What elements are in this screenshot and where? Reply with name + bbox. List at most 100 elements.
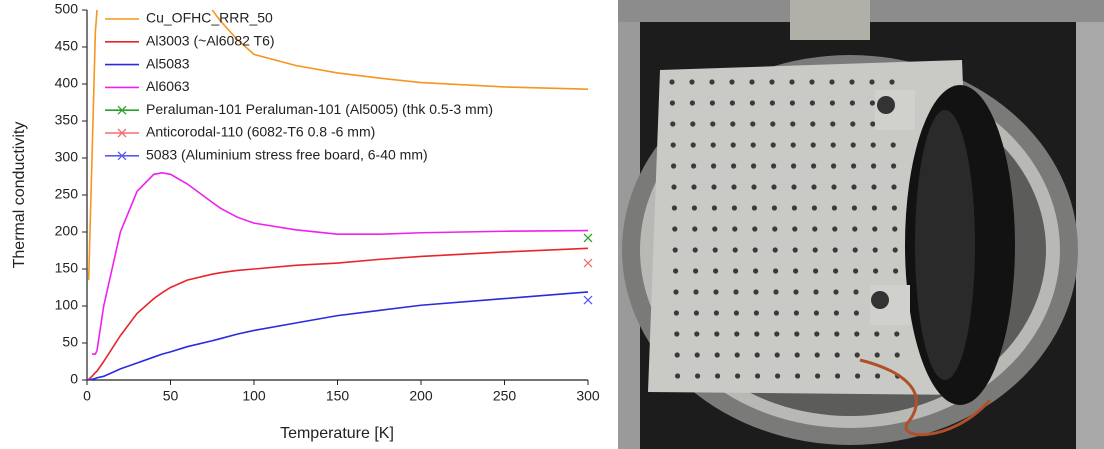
- hole: [849, 100, 856, 106]
- hole: [731, 163, 737, 169]
- legend: Cu_OFHC_RRR_50 Al3003 (~Al6082 T6) Al5083 A…: [105, 10, 493, 163]
- hole: [692, 226, 698, 232]
- hole: [770, 121, 776, 127]
- hole: [891, 184, 897, 190]
- hole: [733, 289, 739, 295]
- hole: [894, 331, 900, 337]
- hole: [675, 373, 681, 379]
- hole: [752, 247, 758, 253]
- hole: [849, 79, 855, 85]
- hole: [813, 289, 819, 295]
- y-tick-label: 250: [55, 186, 79, 202]
- hole: [774, 331, 780, 337]
- hole: [794, 352, 800, 358]
- hole: [791, 184, 797, 190]
- series-line: [88, 247, 589, 380]
- hole: [830, 121, 836, 127]
- hole: [729, 100, 736, 106]
- x-axis-title: Temperature [K]: [280, 425, 394, 442]
- hole: [871, 205, 878, 211]
- hole: [754, 352, 760, 358]
- hole: [791, 163, 797, 169]
- hole: [689, 100, 696, 106]
- hole: [889, 79, 895, 85]
- hole: [814, 352, 820, 358]
- hole: [733, 268, 739, 274]
- x-tick-label: 150: [326, 388, 350, 404]
- hole: [789, 79, 795, 85]
- hole: [829, 79, 835, 85]
- hole: [671, 205, 678, 211]
- marker: [583, 295, 593, 305]
- hole: [751, 184, 757, 190]
- hole: [814, 331, 820, 337]
- hole: [733, 310, 740, 316]
- hole: [671, 163, 677, 169]
- hole: [793, 268, 799, 274]
- marker: [117, 151, 127, 161]
- hole: [892, 247, 898, 253]
- hole: [692, 247, 698, 253]
- hole: [890, 142, 896, 148]
- hole: [753, 268, 759, 274]
- hole: [773, 289, 779, 295]
- hole: [673, 268, 679, 274]
- hole: [691, 163, 697, 169]
- legend-label: Al5083: [146, 55, 190, 71]
- hole: [771, 184, 777, 190]
- hole: [771, 205, 778, 211]
- hole: [852, 247, 858, 253]
- hole: [791, 205, 798, 211]
- hole: [810, 121, 816, 127]
- hole: [674, 331, 680, 337]
- hole: [775, 373, 781, 379]
- marker: [583, 258, 593, 268]
- hole: [790, 121, 796, 127]
- hole: [870, 121, 876, 127]
- hole: [730, 121, 736, 127]
- hole: [851, 163, 857, 169]
- hole: [891, 205, 898, 211]
- y-tick-label: 300: [55, 149, 79, 165]
- hole: [670, 121, 676, 127]
- hole: [834, 331, 840, 337]
- hole: [772, 226, 778, 232]
- hole: [812, 247, 818, 253]
- hole: [893, 268, 899, 274]
- hole: [875, 373, 881, 379]
- hole: [851, 184, 857, 190]
- hole: [794, 331, 800, 337]
- series-line: [87, 9, 589, 281]
- hole: [710, 142, 716, 148]
- hole: [811, 205, 818, 211]
- y-tick-label: 450: [55, 38, 79, 54]
- hole: [773, 268, 779, 274]
- hole: [672, 247, 678, 253]
- hole: [674, 352, 680, 358]
- hole: [872, 226, 878, 232]
- hole: [694, 352, 700, 358]
- x-tick-label: 100: [242, 388, 266, 404]
- hole: [894, 352, 900, 358]
- hole: [713, 289, 719, 295]
- series-line: [88, 291, 589, 381]
- hole: [833, 310, 840, 316]
- hole: [751, 205, 758, 211]
- hole: [833, 268, 839, 274]
- hole: [693, 289, 699, 295]
- hole: [850, 121, 856, 127]
- legend-label: Al6063: [146, 78, 190, 94]
- hole: [835, 373, 841, 379]
- chart: Temperature [K] Thermal conductivity 0 50…: [11, 1, 600, 443]
- hole: [729, 79, 735, 85]
- hole: [852, 226, 858, 232]
- hole: [690, 142, 696, 148]
- y-tick-label: 200: [55, 223, 79, 239]
- hole: [712, 226, 718, 232]
- hole: [793, 289, 799, 295]
- hole: [872, 247, 878, 253]
- y-tick-label: 100: [55, 297, 79, 313]
- hole: [874, 331, 880, 337]
- hole: [870, 142, 876, 148]
- hole: [753, 289, 759, 295]
